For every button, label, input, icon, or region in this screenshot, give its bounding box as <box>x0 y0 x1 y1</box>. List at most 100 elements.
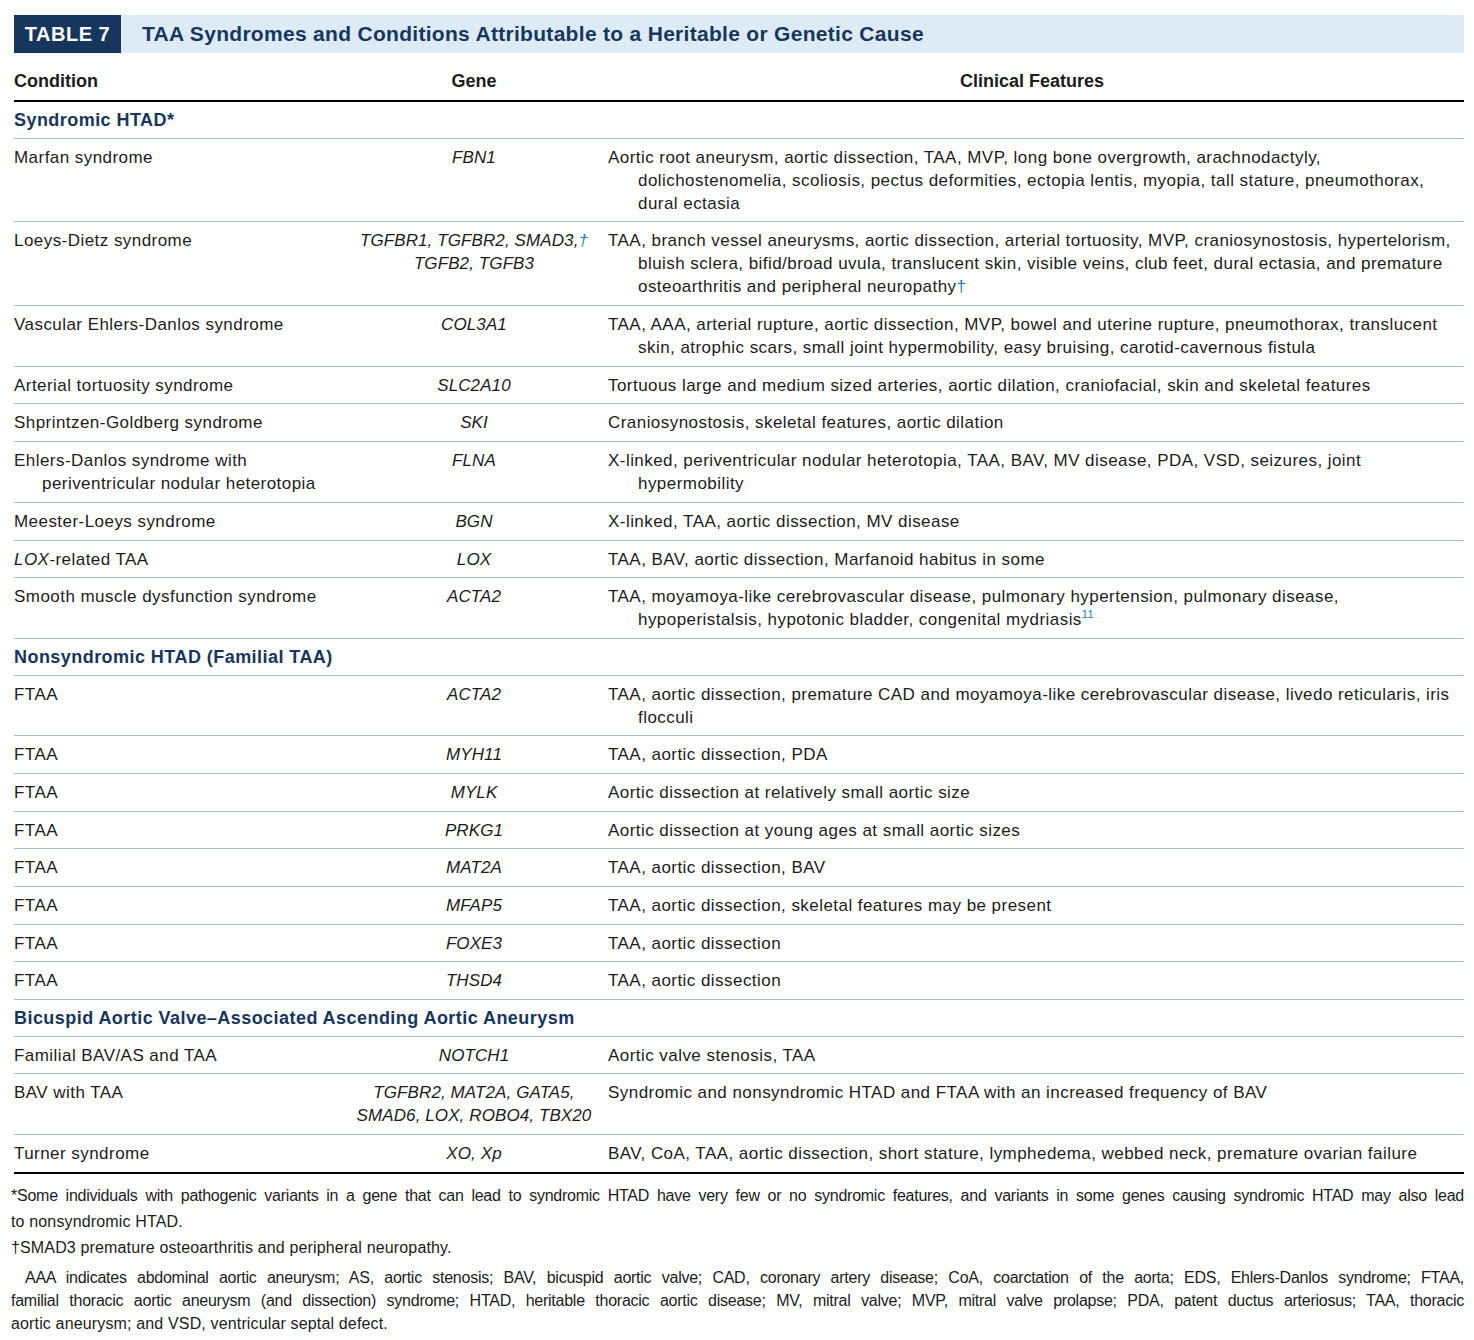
gene-cell: MYH11 <box>348 736 600 774</box>
section-title: Bicuspid Aortic Valve–Associated Ascendi… <box>14 1000 1464 1037</box>
gene-cell: XO, Xp <box>348 1135 600 1173</box>
table-header-bar: TABLE 7 TAA Syndromes and Conditions Att… <box>14 15 1464 53</box>
section-title: Syndromic HTAD* <box>14 101 1464 138</box>
condition-cell: FTAA <box>14 887 348 925</box>
table-row: Smooth muscle dysfunction syndromeACTA2T… <box>14 578 1464 639</box>
dagger-reference: † <box>957 277 967 296</box>
clinical-cell: TAA, aortic dissection, premature CAD an… <box>600 675 1464 736</box>
clinical-cell: TAA, branch vessel aneurysms, aortic dis… <box>600 222 1464 306</box>
gene-cell: FOXE3 <box>348 924 600 962</box>
condition-cell: Familial BAV/AS and TAA <box>14 1036 348 1074</box>
clinical-cell: TAA, AAA, arterial rupture, aortic disse… <box>600 306 1464 367</box>
clinical-cell: TAA, aortic dissection, BAV <box>600 849 1464 887</box>
clinical-cell: Tortuous large and medium sized arteries… <box>600 366 1464 404</box>
gene-cell: FLNA <box>348 442 600 503</box>
condition-cell: Arterial tortuosity syndrome <box>14 366 348 404</box>
gene-cell: TGFBR1, TGFBR2, SMAD3,†TGFB2, TGFB3 <box>348 222 600 306</box>
clinical-cell: Syndromic and nonsyndromic HTAD and FTAA… <box>600 1074 1464 1135</box>
gene-cell: ACTA2 <box>348 675 600 736</box>
condition-cell: Loeys-Dietz syndrome <box>14 222 348 306</box>
clinical-cell: TAA, aortic dissection, PDA <box>600 736 1464 774</box>
gene-cell: LOX <box>348 540 600 578</box>
gene-cell: BGN <box>348 502 600 540</box>
section-header-row: Nonsyndromic HTAD (Familial TAA) <box>14 638 1464 675</box>
footnote-dagger: †SMAD3 premature osteoarthritis and peri… <box>11 1235 1464 1261</box>
condition-cell: FTAA <box>14 811 348 849</box>
gene-cell: TGFBR2, MAT2A, GATA5,SMAD6, LOX, ROBO4, … <box>348 1074 600 1135</box>
table-row: LOX-related TAALOXTAA, BAV, aortic disse… <box>14 540 1464 578</box>
table-row: BAV with TAATGFBR2, MAT2A, GATA5,SMAD6, … <box>14 1074 1464 1135</box>
footnotes: *Some individuals with pathogenic varian… <box>11 1183 1464 1335</box>
table-row: Meester-Loeys syndromeBGNX-linked, TAA, … <box>14 502 1464 540</box>
table-row: FTAAMYH11TAA, aortic dissection, PDA <box>14 736 1464 774</box>
clinical-cell: TAA, moyamoya-like cerebrovascular disea… <box>600 578 1464 639</box>
table-row: Shprintzen-Goldberg syndromeSKICraniosyn… <box>14 404 1464 442</box>
condition-cell: FTAA <box>14 924 348 962</box>
condition-cell: FTAA <box>14 736 348 774</box>
gene-cell: FBN1 <box>348 138 600 222</box>
gene-cell: MAT2A <box>348 849 600 887</box>
clinical-cell: TAA, aortic dissection, skeletal feature… <box>600 887 1464 925</box>
gene-cell: NOTCH1 <box>348 1036 600 1074</box>
clinical-cell: Craniosynostosis, skeletal features, aor… <box>600 404 1464 442</box>
condition-cell: Ehlers-Danlos syndrome withperiventricul… <box>14 442 348 503</box>
table-row: Arterial tortuosity syndromeSLC2A10Tortu… <box>14 366 1464 404</box>
table-row: Ehlers-Danlos syndrome withperiventricul… <box>14 442 1464 503</box>
table-label: TABLE 7 <box>14 15 121 53</box>
clinical-cell: Aortic dissection at relatively small ao… <box>600 773 1464 811</box>
gene-cell: SLC2A10 <box>348 366 600 404</box>
column-header-condition: Condition <box>14 53 348 101</box>
section-header-row: Syndromic HTAD* <box>14 101 1464 138</box>
footnote-abbreviations: AAA indicates abdominal aortic aneurysm;… <box>11 1266 1464 1335</box>
table-row: FTAAMYLKAortic dissection at relatively … <box>14 773 1464 811</box>
condition-cell: Turner syndrome <box>14 1135 348 1173</box>
clinical-cell: BAV, CoA, TAA, aortic dissection, short … <box>600 1135 1464 1173</box>
table-row: Turner syndromeXO, XpBAV, CoA, TAA, aort… <box>14 1135 1464 1173</box>
gene-cell: ACTA2 <box>348 578 600 639</box>
gene-cell: MFAP5 <box>348 887 600 925</box>
table-title: TAA Syndromes and Conditions Attributabl… <box>121 15 1464 53</box>
table-row: FTAAMFAP5TAA, aortic dissection, skeleta… <box>14 887 1464 925</box>
citation-superscript: 11 <box>1082 609 1094 621</box>
table-row: Familial BAV/AS and TAANOTCH1Aortic valv… <box>14 1036 1464 1074</box>
gene-cell: MYLK <box>348 773 600 811</box>
conditions-table: Condition Gene Clinical Features Syndrom… <box>14 53 1464 1174</box>
table-row: Loeys-Dietz syndromeTGFBR1, TGFBR2, SMAD… <box>14 222 1464 306</box>
condition-cell: FTAA <box>14 773 348 811</box>
gene-cell: PRKG1 <box>348 811 600 849</box>
condition-cell: FTAA <box>14 962 348 1000</box>
table-row: FTAAACTA2TAA, aortic dissection, prematu… <box>14 675 1464 736</box>
dagger-reference: † <box>578 231 588 250</box>
table-row: Vascular Ehlers-Danlos syndromeCOL3A1TAA… <box>14 306 1464 367</box>
section-title: Nonsyndromic HTAD (Familial TAA) <box>14 638 1464 675</box>
clinical-cell: TAA, BAV, aortic dissection, Marfanoid h… <box>600 540 1464 578</box>
gene-cell: SKI <box>348 404 600 442</box>
condition-cell: FTAA <box>14 849 348 887</box>
table-row: FTAAFOXE3TAA, aortic dissection <box>14 924 1464 962</box>
condition-cell: Vascular Ehlers-Danlos syndrome <box>14 306 348 367</box>
clinical-cell: X-linked, TAA, aortic dissection, MV dis… <box>600 502 1464 540</box>
condition-cell: Smooth muscle dysfunction syndrome <box>14 578 348 639</box>
clinical-cell: X-linked, periventricular nodular hetero… <box>600 442 1464 503</box>
column-header-clinical-features: Clinical Features <box>600 53 1464 101</box>
condition-cell: Meester-Loeys syndrome <box>14 502 348 540</box>
table-row: FTAAMAT2ATAA, aortic dissection, BAV <box>14 849 1464 887</box>
section-header-row: Bicuspid Aortic Valve–Associated Ascendi… <box>14 1000 1464 1037</box>
condition-cell: BAV with TAA <box>14 1074 348 1135</box>
footnote-asterisk: *Some individuals with pathogenic varian… <box>11 1183 1464 1235</box>
table-page: TABLE 7 TAA Syndromes and Conditions Att… <box>0 0 1474 1335</box>
gene-cell: THSD4 <box>348 962 600 1000</box>
table-row: FTAAPRKG1Aortic dissection at young ages… <box>14 811 1464 849</box>
table-row: Marfan syndromeFBN1Aortic root aneurysm,… <box>14 138 1464 222</box>
gene-cell: COL3A1 <box>348 306 600 367</box>
condition-cell: Marfan syndrome <box>14 138 348 222</box>
table-row: FTAATHSD4TAA, aortic dissection <box>14 962 1464 1000</box>
clinical-cell: Aortic valve stenosis, TAA <box>600 1036 1464 1074</box>
clinical-cell: TAA, aortic dissection <box>600 924 1464 962</box>
column-header-row: Condition Gene Clinical Features <box>14 53 1464 101</box>
column-header-gene: Gene <box>348 53 600 101</box>
condition-cell: Shprintzen-Goldberg syndrome <box>14 404 348 442</box>
clinical-cell: Aortic dissection at young ages at small… <box>600 811 1464 849</box>
clinical-cell: TAA, aortic dissection <box>600 962 1464 1000</box>
clinical-cell: Aortic root aneurysm, aortic dissection,… <box>600 138 1464 222</box>
